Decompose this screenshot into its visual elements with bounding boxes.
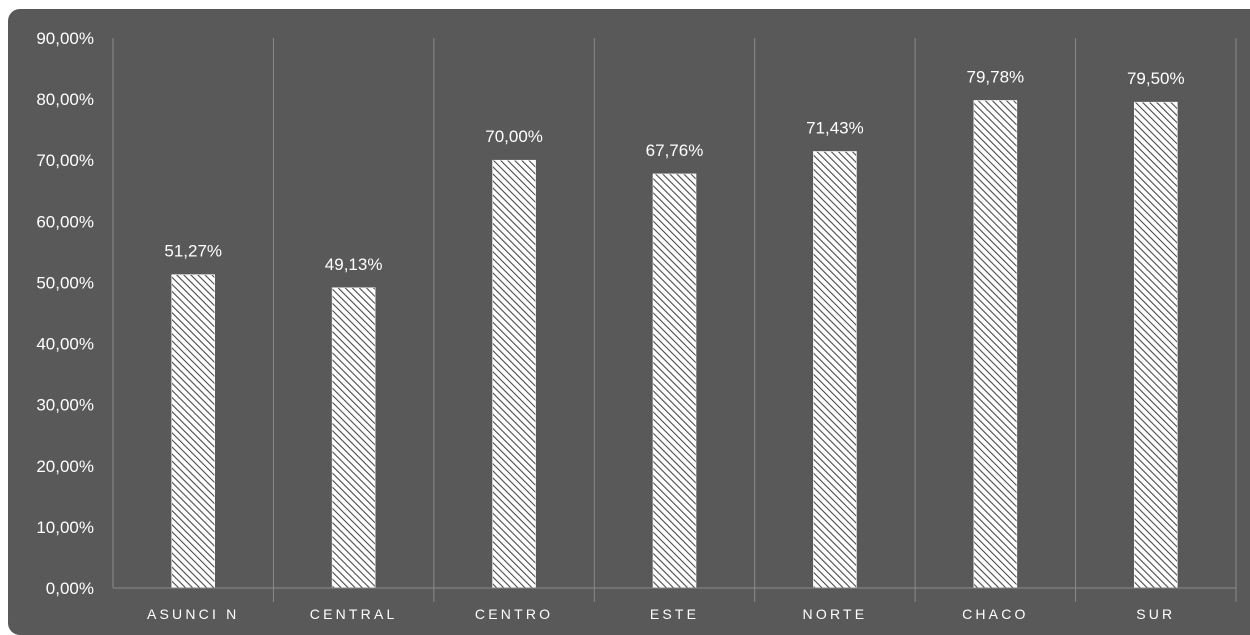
- bar: [1133, 101, 1178, 589]
- bar: [171, 274, 216, 589]
- x-tick-label: SUR: [1136, 606, 1175, 622]
- y-tick-label: 50,00%: [36, 273, 94, 292]
- x-tick-label: ASUNCI N: [147, 606, 240, 622]
- gridlines: [112, 38, 1237, 602]
- bar: [813, 151, 857, 589]
- data-label: 49,13%: [325, 255, 383, 274]
- data-label: 79,50%: [1127, 69, 1185, 88]
- x-tick-label: NORTE: [803, 606, 868, 622]
- data-label: 71,43%: [806, 118, 864, 137]
- data-label: 51,27%: [164, 242, 222, 261]
- y-tick-label: 10,00%: [36, 518, 94, 537]
- y-axis: 0,00% 10,00% 20,00% 30,00% 40,00% 50,00% 60,00…: [36, 29, 94, 598]
- data-label: 79,78%: [967, 67, 1025, 86]
- y-tick-label: 20,00%: [36, 457, 94, 476]
- bar: [492, 159, 536, 589]
- x-tick-label: CENTRAL: [310, 606, 398, 622]
- bar: [331, 287, 376, 589]
- y-tick-label: 60,00%: [36, 212, 94, 231]
- x-axis: ASUNCI N CENTRAL CENTRO ESTE NORTE CHACO SUR: [113, 587, 1236, 622]
- y-tick-label: 80,00%: [36, 90, 94, 109]
- x-tick-label: CENTRO: [475, 606, 553, 622]
- y-tick-label: 90,00%: [36, 29, 94, 48]
- y-tick-label: 40,00%: [36, 335, 94, 354]
- data-label: 70,00%: [485, 127, 543, 146]
- bar: [973, 100, 1018, 589]
- x-tick-label: ESTE: [650, 606, 699, 622]
- y-tick-label: 0,00%: [46, 579, 94, 598]
- bars: [171, 100, 1178, 589]
- y-tick-label: 30,00%: [36, 396, 94, 415]
- data-label: 67,76%: [646, 141, 704, 160]
- data-labels: 51,27% 49,13% 70,00% 67,76% 71,43% 79,78% 79,5…: [164, 67, 1184, 273]
- bar: [652, 173, 697, 589]
- x-tick-label: CHACO: [962, 606, 1029, 622]
- y-tick-label: 70,00%: [36, 151, 94, 170]
